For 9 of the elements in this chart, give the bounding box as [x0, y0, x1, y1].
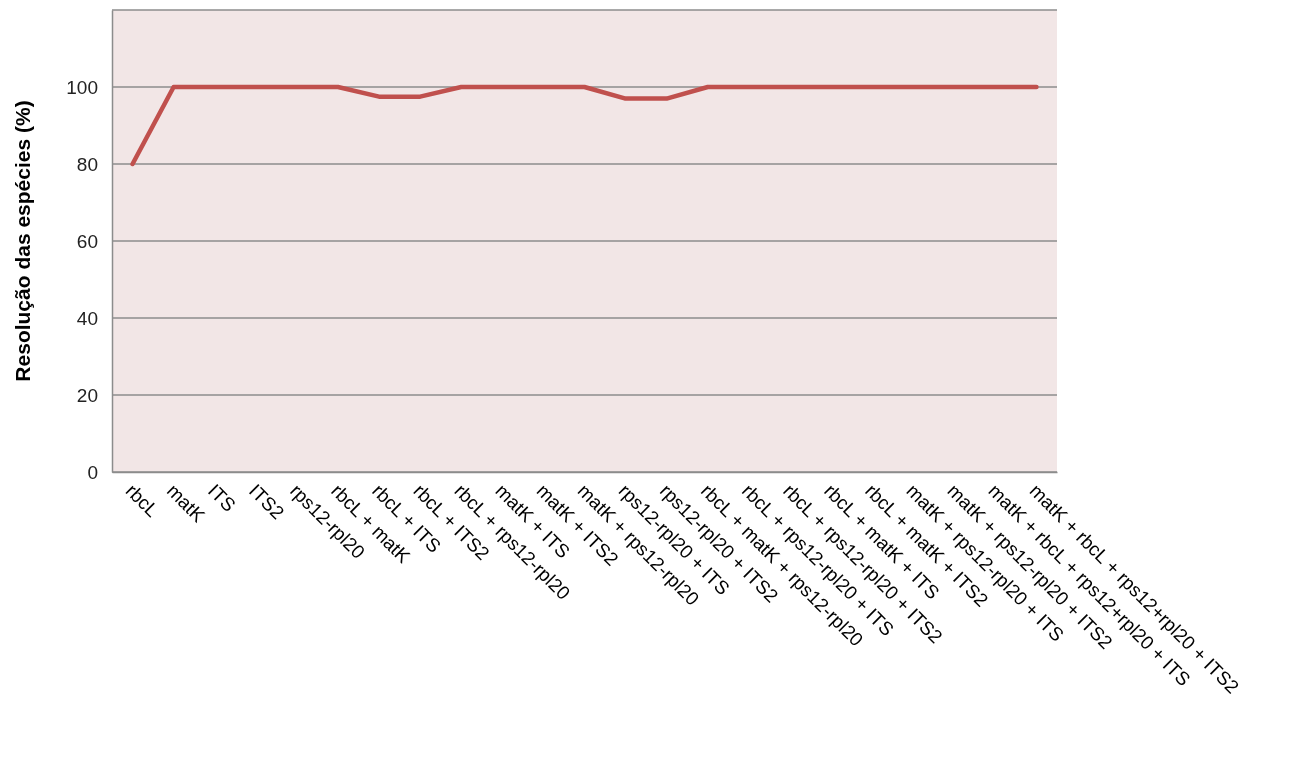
y-tick-label: 100 [66, 76, 98, 98]
x-tick-label: rbcL [121, 479, 163, 521]
y-tick-label: 20 [76, 384, 98, 406]
y-tick-label: 60 [76, 230, 98, 252]
y-tick-label: 80 [76, 153, 98, 175]
y-axis-title: Resolução das espécies (%) [11, 100, 34, 382]
y-tick-label: 0 [87, 461, 98, 483]
line-series [130, 84, 1039, 167]
y-tick-label: 40 [76, 307, 98, 329]
